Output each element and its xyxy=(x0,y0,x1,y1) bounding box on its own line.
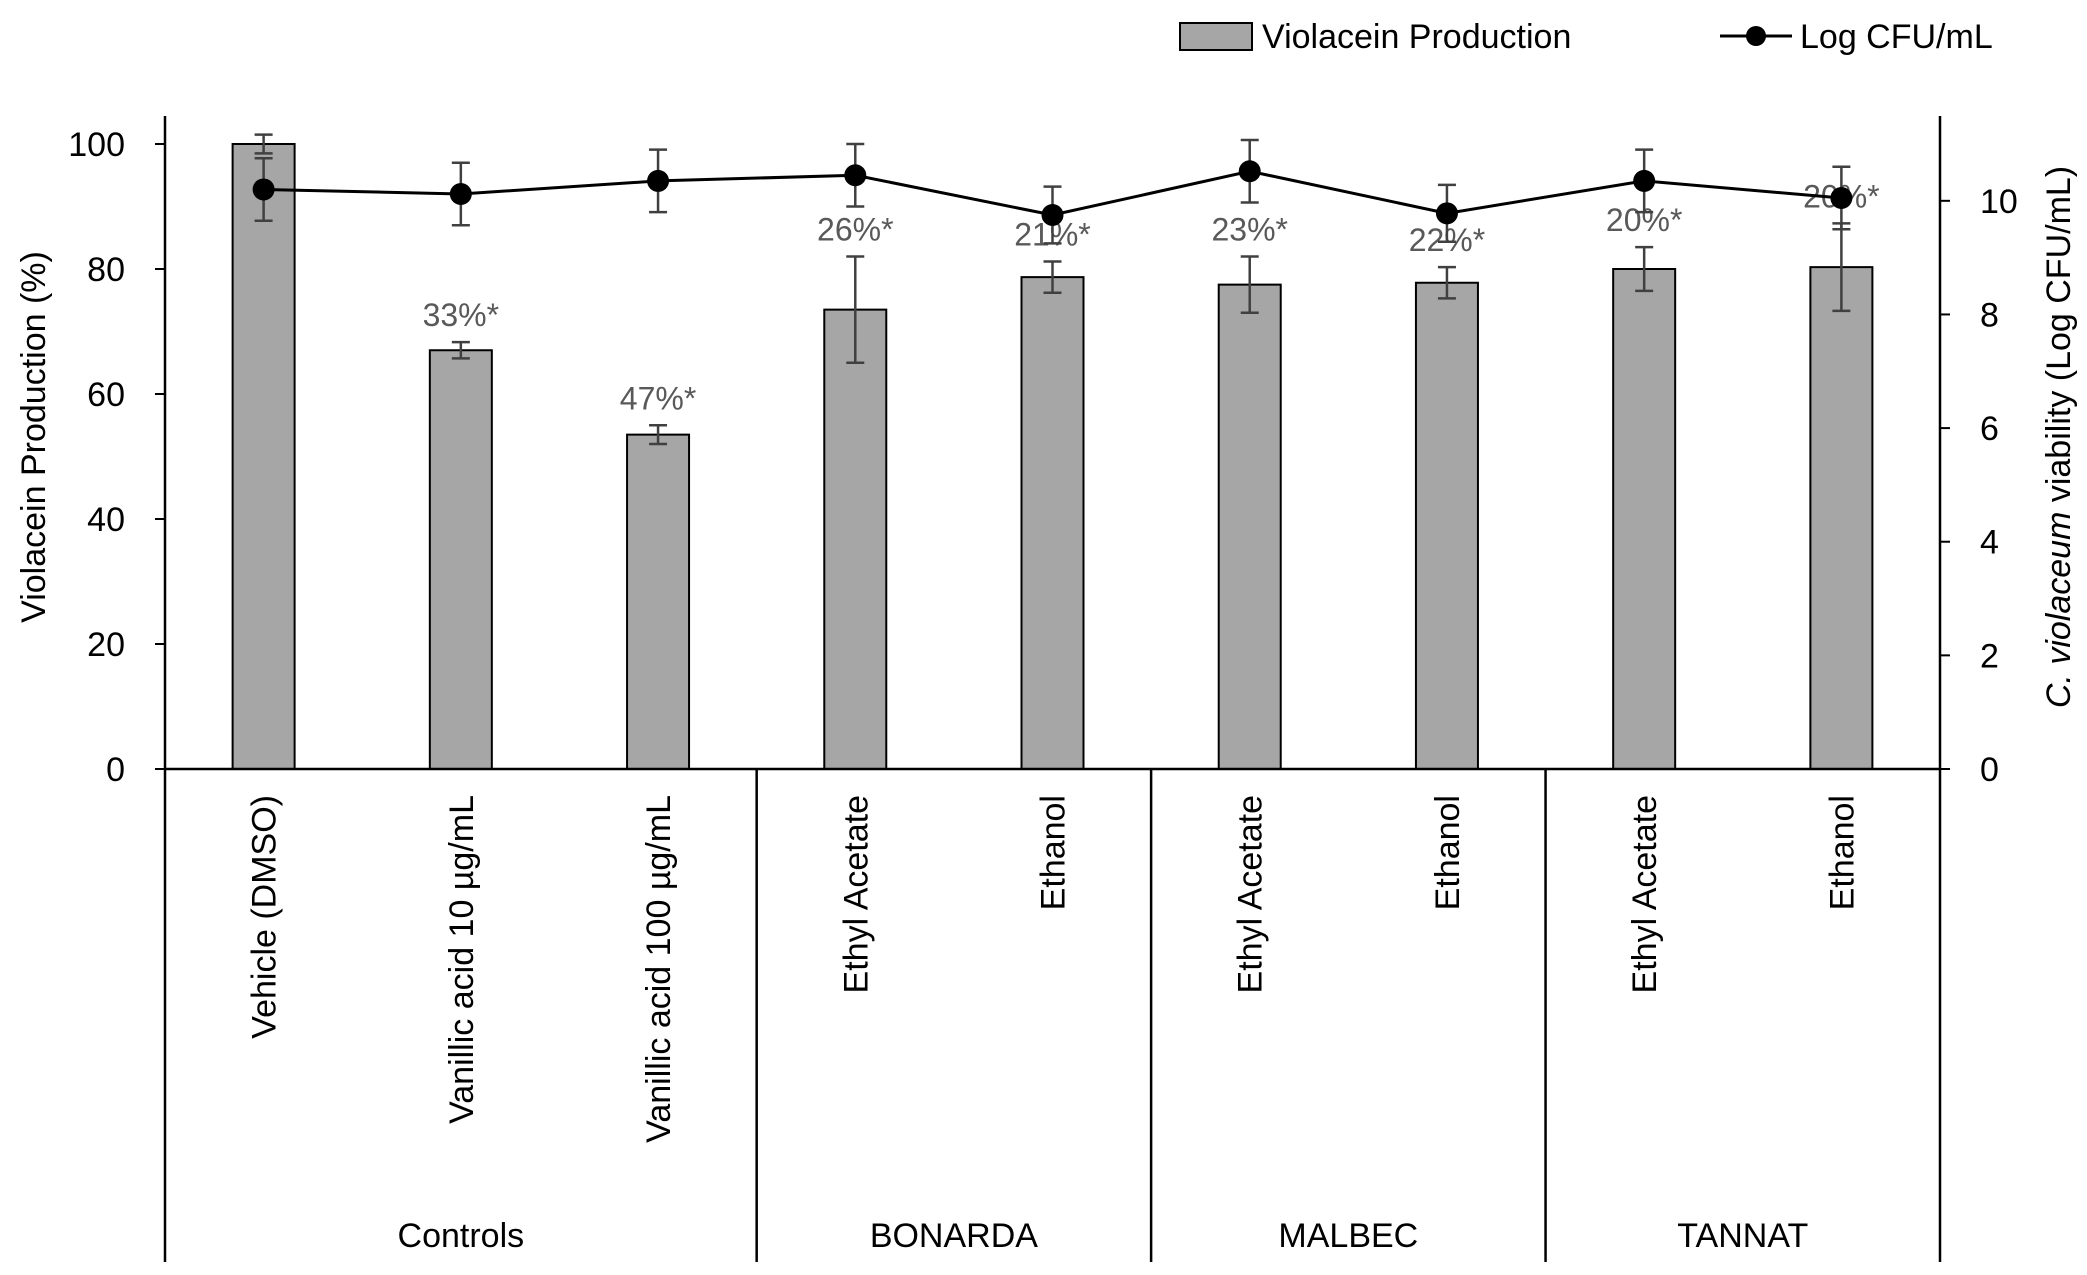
bar xyxy=(1217,283,1282,770)
viability-point xyxy=(449,183,472,205)
category-label: Ethyl Acetate xyxy=(1626,795,1664,993)
viability-point xyxy=(1238,160,1261,183)
y-right-tick-label: 10 xyxy=(1980,183,2018,221)
legend: Violacein Production Log CFU/mL xyxy=(1179,18,1993,56)
bar-annotation: 26%* xyxy=(817,212,894,248)
group-label: Controls xyxy=(398,1217,525,1255)
y-right-axis-title-italic: C. violaceum xyxy=(2040,512,2078,709)
y-right-axis-title: C. violaceum viability (Log CFU/mL) xyxy=(2040,166,2078,708)
bar xyxy=(626,433,691,770)
group-label: BONARDA xyxy=(870,1217,1038,1255)
y-left-tick-label: 100 xyxy=(68,126,125,164)
viability-point xyxy=(647,169,670,192)
y-left-tick-label: 80 xyxy=(87,251,125,289)
bar-annotation: 47%* xyxy=(620,380,697,416)
category-label: Ethanol xyxy=(1429,795,1467,910)
category-label: Vanillic acid 10 µg/mL xyxy=(443,795,481,1124)
category-label: Ethyl Acetate xyxy=(837,795,875,993)
bars-layer xyxy=(231,143,1874,770)
bar xyxy=(1020,276,1085,770)
bar xyxy=(428,349,493,770)
legend-line-label: Log CFU/mL xyxy=(1800,18,1993,56)
bar xyxy=(231,143,296,770)
y-right-tick-label: 2 xyxy=(1980,637,1999,675)
y-right-tick-label: 8 xyxy=(1980,296,1999,334)
category-label: Ethanol xyxy=(1035,795,1073,910)
y-right-axis-title-rest: viability (Log CFU/mL) xyxy=(2040,166,2078,512)
axes-layer: 0 20 40 60 80 100 0 2 4 6 8 10 xyxy=(68,116,2018,1262)
bar-annotation: 23%* xyxy=(1211,212,1288,248)
line-layer xyxy=(252,138,1853,245)
bar-annotation: 33%* xyxy=(423,297,500,333)
category-label: Ethanol xyxy=(1823,795,1861,910)
legend-bar-swatch xyxy=(1179,22,1253,51)
viability-point xyxy=(1830,186,1853,209)
y-left-tick-label: 0 xyxy=(106,751,125,789)
y-right-tick-label: 0 xyxy=(1980,751,1999,789)
y-right-tick-label: 6 xyxy=(1980,410,1999,448)
group-label: TANNAT xyxy=(1677,1217,1808,1255)
y-left-tick-label: 20 xyxy=(87,626,125,664)
bar xyxy=(1612,268,1677,770)
legend-line-marker xyxy=(1746,26,1766,46)
legend-bar-label: Violacein Production xyxy=(1262,18,1571,56)
category-label: Ethyl Acetate xyxy=(1232,795,1270,993)
viability-point xyxy=(844,164,867,187)
viability-point xyxy=(1633,169,1656,192)
viability-point xyxy=(1435,202,1458,225)
category-label: Vehicle (DMSO) xyxy=(246,795,284,1039)
bar xyxy=(823,308,888,770)
y-right-tick-label: 4 xyxy=(1980,524,1999,562)
y-left-axis-title: Violacein Production (%) xyxy=(15,251,53,623)
category-labels-layer: Vehicle (DMSO) Vanillic acid 10 µg/mL Vani… xyxy=(246,795,1862,1255)
y-left-tick-label: 40 xyxy=(87,501,125,539)
y-left-tick-label: 60 xyxy=(87,376,125,414)
bar-error-layer xyxy=(254,133,1851,446)
group-label: MALBEC xyxy=(1278,1217,1418,1255)
viability-point xyxy=(1041,204,1064,227)
viability-point xyxy=(252,178,275,201)
category-label: Vanillic acid 100 µg/mL xyxy=(640,795,678,1143)
bar xyxy=(1809,266,1874,770)
bar xyxy=(1414,281,1479,770)
